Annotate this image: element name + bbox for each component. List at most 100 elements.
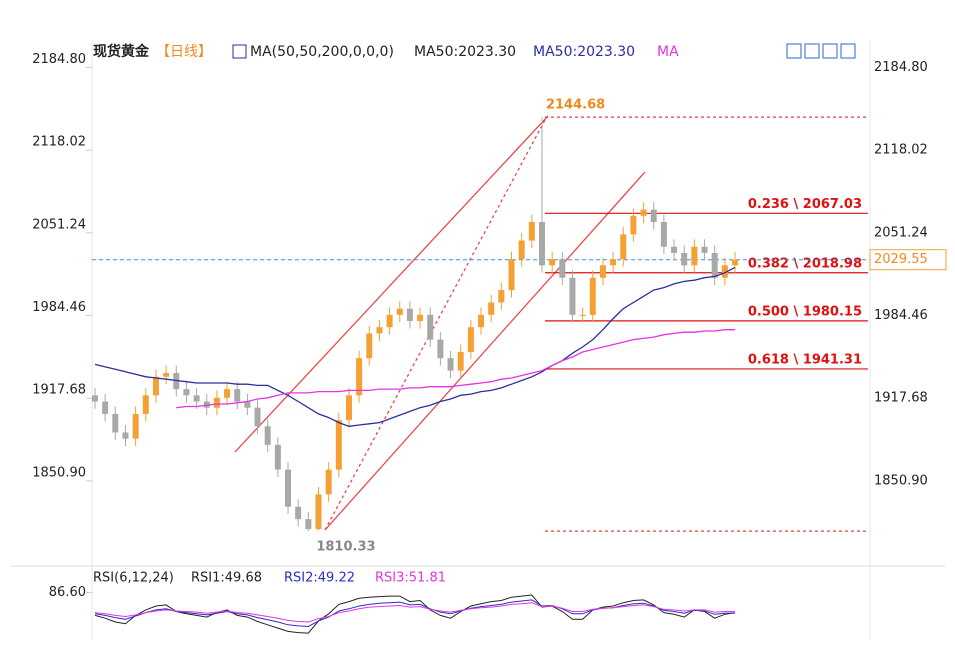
candle-body [345, 395, 352, 421]
tool-icon[interactable] [804, 43, 820, 59]
y-tick-label: 86.60 [49, 585, 86, 600]
candle-body [142, 395, 149, 414]
series-line [94, 602, 736, 623]
y-tick-label: 2051.24 [32, 217, 86, 232]
y-tick-label-right: 2051.24 [874, 225, 928, 240]
candle-body [478, 314, 485, 328]
candle-body [376, 327, 383, 334]
candle-body [234, 389, 241, 402]
candle-body [193, 395, 200, 402]
candle-body [427, 314, 434, 340]
y-tick-label-right: 1984.46 [874, 308, 928, 323]
tool-icon[interactable] [786, 43, 802, 59]
candle-body [366, 333, 373, 359]
indicator-label: MA(50,50,200,0,0,0) [250, 44, 394, 60]
candle-body [285, 469, 292, 507]
candle-body [254, 407, 261, 427]
candle-body [396, 308, 403, 315]
candle-body [274, 444, 281, 470]
series-line [94, 594, 736, 634]
candle-body [650, 209, 657, 222]
candle-body [467, 327, 474, 352]
fib-label: 0.618 \ 1941.31 [748, 352, 862, 367]
candle-body [488, 302, 495, 315]
candle-body [640, 209, 647, 216]
rsi-title: RSI(6,12,24) [93, 571, 174, 586]
tool-icon[interactable] [840, 43, 856, 59]
y-tick-label-right: 2184.80 [874, 60, 928, 75]
candle-body [102, 401, 109, 414]
candle-body [356, 358, 363, 396]
candle-body [508, 259, 515, 291]
candle-body [457, 352, 464, 371]
candle-body [437, 339, 444, 359]
candle-body [92, 395, 98, 402]
candle-body [305, 519, 312, 530]
legend-entry: MA [657, 44, 679, 60]
candle-body [295, 506, 302, 520]
candle-body [589, 277, 596, 315]
y-tick-label-right: 1917.68 [874, 391, 928, 406]
candle-body [213, 397, 220, 408]
candle-body [315, 494, 322, 530]
candle-body [325, 469, 332, 495]
indicator-value: MA50:2023.30 [414, 44, 516, 60]
fib-label: 0.382 \ 2018.98 [748, 256, 862, 271]
candle-body [528, 222, 535, 241]
y-tick-label-right: 1850.90 [874, 473, 928, 488]
candle-body [660, 222, 667, 247]
indicator-icon [232, 44, 247, 59]
period-label: 【日线】 [156, 44, 212, 60]
candle-body [518, 240, 525, 260]
tool-icon[interactable] [822, 43, 838, 59]
candle-body [569, 277, 576, 315]
series-line [94, 266, 736, 427]
drawing-tools [234, 115, 646, 531]
candle-body [579, 314, 586, 316]
y-tick-label: 1984.46 [32, 300, 86, 315]
candle-body [112, 413, 119, 433]
y-tick-label: 1917.68 [32, 383, 86, 398]
candle-body [630, 215, 637, 235]
legend-entry: RSI1:49.68 [191, 571, 262, 586]
candle-body [721, 265, 728, 278]
candle-body [620, 234, 627, 260]
candle-body [599, 265, 606, 278]
channel-line [324, 171, 646, 531]
series-line [176, 329, 735, 409]
channel-line [234, 115, 549, 453]
candle-body [335, 420, 342, 470]
candle-body [264, 426, 271, 445]
candle-body [224, 389, 231, 398]
y-tick-label: 2118.02 [32, 135, 86, 150]
candle-body [701, 246, 708, 253]
last-price-box [869, 249, 947, 271]
candle-body [152, 376, 159, 396]
candle-body [132, 413, 139, 439]
toolbar[interactable] [786, 43, 856, 59]
trough-label: 1810.33 [316, 540, 375, 555]
candle-body [559, 259, 566, 278]
candle-body [610, 259, 617, 266]
series-line [94, 599, 736, 628]
candle-body [671, 246, 678, 253]
candle-body [406, 308, 413, 322]
fib-label: 0.500 \ 1980.15 [748, 304, 862, 319]
candle-body [538, 222, 545, 266]
candle-body [163, 373, 170, 377]
candle-body [498, 290, 505, 303]
legend-entry: MA50:2023.30 [533, 44, 635, 60]
candle-body [386, 314, 393, 328]
candle-body [447, 358, 454, 371]
candle-body [417, 314, 424, 322]
chart-title: 现货黄金 [93, 43, 150, 60]
candle-body [122, 432, 129, 439]
candle-body [681, 252, 688, 266]
y-tick-label: 1850.90 [32, 465, 86, 480]
candle-body [183, 389, 190, 396]
legend-entry: RSI2:49.22 [284, 571, 355, 586]
candle-body [691, 246, 698, 266]
legend-entry: RSI3:51.81 [375, 571, 446, 586]
